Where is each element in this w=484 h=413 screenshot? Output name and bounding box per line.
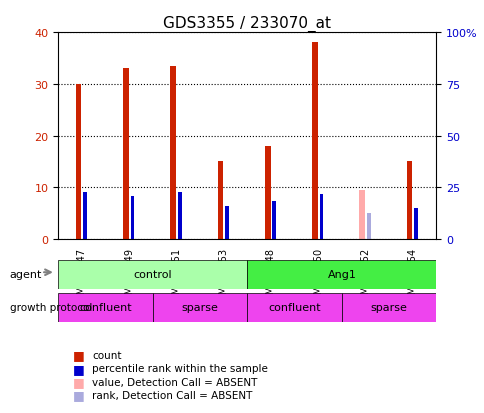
Text: confluent: confluent bbox=[268, 303, 320, 313]
Text: value, Detection Call = ABSENT: value, Detection Call = ABSENT bbox=[92, 377, 257, 387]
Text: ■: ■ bbox=[73, 362, 84, 375]
FancyBboxPatch shape bbox=[247, 260, 436, 289]
Bar bbox=[130, 196, 134, 240]
FancyBboxPatch shape bbox=[58, 293, 152, 322]
Bar bbox=[76, 85, 81, 240]
Bar bbox=[217, 162, 223, 240]
Text: sparse: sparse bbox=[181, 303, 218, 313]
Text: ■: ■ bbox=[73, 349, 84, 362]
Bar bbox=[319, 194, 323, 240]
Text: growth protocol: growth protocol bbox=[10, 302, 92, 312]
FancyBboxPatch shape bbox=[341, 293, 436, 322]
FancyBboxPatch shape bbox=[152, 293, 247, 322]
Text: percentile rank within the sample: percentile rank within the sample bbox=[92, 363, 268, 373]
Bar bbox=[123, 69, 128, 240]
Text: control: control bbox=[133, 270, 172, 280]
Bar bbox=[366, 214, 370, 240]
Text: rank, Detection Call = ABSENT: rank, Detection Call = ABSENT bbox=[92, 390, 252, 400]
Bar bbox=[170, 66, 176, 240]
Bar bbox=[178, 192, 181, 240]
Bar bbox=[359, 190, 364, 240]
Bar bbox=[312, 43, 317, 240]
Text: sparse: sparse bbox=[370, 303, 407, 313]
Bar bbox=[406, 162, 411, 240]
Bar bbox=[225, 206, 228, 240]
Bar bbox=[83, 192, 87, 240]
Title: GDS3355 / 233070_at: GDS3355 / 233070_at bbox=[163, 16, 331, 32]
FancyBboxPatch shape bbox=[58, 260, 247, 289]
Bar bbox=[264, 147, 270, 240]
Bar bbox=[413, 209, 417, 240]
Bar bbox=[272, 202, 275, 240]
Text: count: count bbox=[92, 350, 121, 360]
Text: Ang1: Ang1 bbox=[327, 270, 356, 280]
Text: ■: ■ bbox=[73, 375, 84, 388]
Text: confluent: confluent bbox=[79, 303, 132, 313]
FancyBboxPatch shape bbox=[247, 293, 341, 322]
Text: ■: ■ bbox=[73, 388, 84, 401]
Text: agent: agent bbox=[10, 270, 42, 280]
